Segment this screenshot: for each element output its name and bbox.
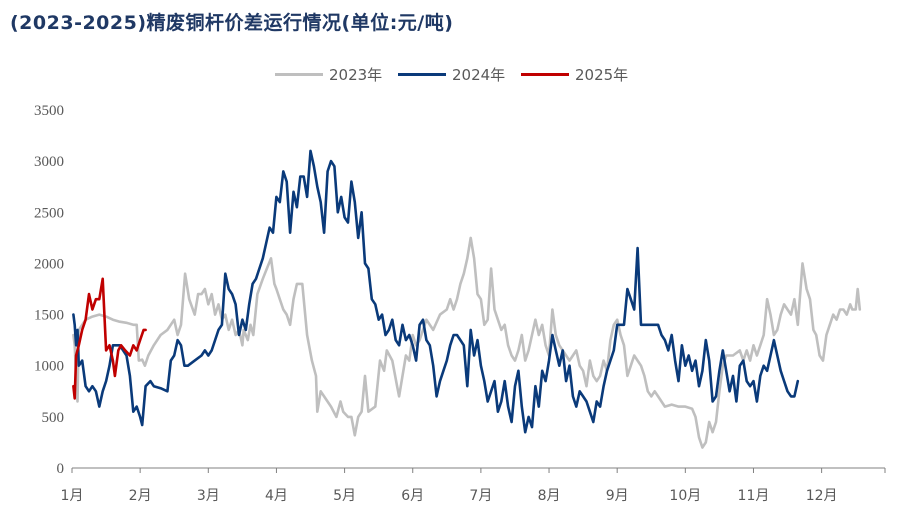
x-tick-label: 10月 <box>669 488 701 504</box>
x-tick-label: 12月 <box>806 488 838 504</box>
legend-item-2024: 2024年 <box>398 62 505 86</box>
series-line-2024 <box>72 149 800 434</box>
x-tick-label: 2月 <box>129 488 152 504</box>
y-tick-label: 3000 <box>34 154 64 170</box>
legend-label-2024: 2024年 <box>452 65 506 84</box>
x-tick-label: 1月 <box>61 488 84 504</box>
x-tick-label: 9月 <box>606 488 629 504</box>
y-tick-label: 0 <box>57 461 65 477</box>
x-axis: 1月 2月 3月 4月 5月 6月 7月 8月 9月 10月 11月 12月 <box>61 467 886 504</box>
legend-swatch-2025 <box>521 72 569 76</box>
chart-legend: 2023年 2024年 2025年 <box>0 62 913 86</box>
y-tick-label: 3500 <box>34 103 64 119</box>
x-tick-label: 6月 <box>401 488 424 504</box>
y-tick-label: 1500 <box>34 308 64 324</box>
legend-label-2025: 2025年 <box>575 65 629 84</box>
x-tick-label: 3月 <box>197 488 220 504</box>
x-tick-label: 8月 <box>538 488 561 504</box>
y-tick-label: 2500 <box>34 205 64 221</box>
legend-swatch-2024 <box>398 72 446 76</box>
y-axis: 0 500 1000 1500 2000 2500 3000 3500 <box>34 103 64 477</box>
y-tick-label: 500 <box>42 410 65 426</box>
series-layer <box>72 149 862 449</box>
x-tick-label: 11月 <box>738 488 770 504</box>
legend-label-2023: 2023年 <box>329 65 383 84</box>
series-line-2023 <box>72 236 862 449</box>
legend-item-2023: 2023年 <box>275 62 382 86</box>
x-tick-label: 4月 <box>265 488 288 504</box>
x-tick-label: 5月 <box>333 488 356 504</box>
legend-swatch-2023 <box>275 72 323 76</box>
y-tick-label: 2000 <box>34 256 64 272</box>
chart-title: (2023-2025)精废铜杆价差运行情况(单位:元/吨) <box>10 12 454 34</box>
series-line-2025 <box>72 277 147 400</box>
y-tick-label: 1000 <box>34 359 64 375</box>
legend-item-2025: 2025年 <box>521 62 628 86</box>
x-tick-label: 7月 <box>469 488 492 504</box>
